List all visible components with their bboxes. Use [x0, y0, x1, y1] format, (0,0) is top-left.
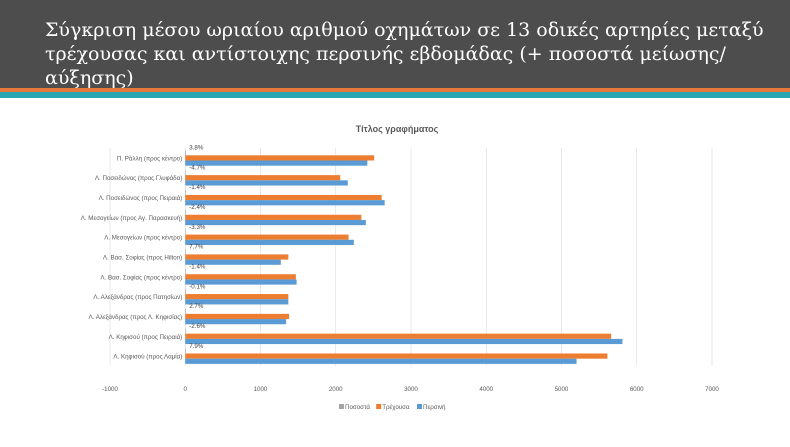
- bar-percent: [185, 210, 186, 215]
- bar-previous: [185, 161, 367, 166]
- x-tick-label: 6000: [630, 386, 644, 393]
- category-label: Λ. Κηφισού (προς Πειραιά): [109, 334, 183, 341]
- percent-label: -4.7%: [189, 164, 206, 171]
- chart-area: Τίτλος γραφήματος Π. Ράλλη (προς κέντρο)…: [0, 100, 790, 447]
- bar-percent: [185, 190, 186, 195]
- bar-current: [185, 314, 289, 319]
- bar-current: [185, 235, 348, 240]
- legend-swatch: [339, 404, 344, 409]
- x-tick-label: -1000: [102, 386, 118, 393]
- legend-item: Ποσοστά: [345, 404, 370, 411]
- x-tick-label: 0: [184, 386, 188, 393]
- bar-current: [185, 334, 611, 339]
- bar-percent: [185, 309, 186, 314]
- bar-previous: [185, 339, 622, 344]
- slide-header: Σύγκριση μέσου ωριαίου αριθμού οχημάτων …: [0, 0, 790, 88]
- percent-label: -2.4%: [189, 204, 206, 211]
- legend-item: Περσινή: [423, 404, 446, 411]
- bar-current: [185, 175, 340, 180]
- category-label: Λ. Ποσειδώνος (προς Πειραιά): [99, 195, 183, 202]
- bar-current: [185, 274, 296, 279]
- bar-current: [185, 254, 288, 259]
- category-labels: Π. Ράλλη (προς κέντρο) Λ. Ποσειδώνος (προ…: [81, 155, 183, 360]
- category-label: Λ. Αλεξάνδρας (προς Πατησίων): [93, 294, 182, 301]
- percent-label: -1.4%: [189, 264, 206, 271]
- category-label: Λ. Μεσογείων (προς κέντρο): [104, 235, 182, 242]
- percent-label: 7.9%: [189, 343, 204, 350]
- bar-previous: [185, 359, 576, 364]
- percent-label: -1.4%: [189, 184, 206, 191]
- accent-stripe-teal: [0, 92, 790, 98]
- x-tick-label: 2000: [329, 386, 343, 393]
- percent-label: 2.7%: [189, 303, 204, 310]
- chart-title: Τίτλος γραφήματος: [356, 124, 439, 134]
- percent-label: -0.1%: [189, 283, 206, 290]
- category-label: Π. Ράλλη (προς κέντρο): [117, 155, 182, 162]
- bar-previous: [185, 180, 348, 185]
- percent-label: 3.8%: [189, 145, 204, 152]
- percent-label: -2.6%: [189, 323, 206, 330]
- bar-current: [185, 155, 374, 160]
- bar-percent: [185, 328, 186, 333]
- x-axis-ticks: -1000 0 1000 2000 3000 4000 5000 6000 7000: [102, 386, 719, 393]
- percent-label: 7.7%: [189, 244, 204, 251]
- category-label: Λ. Βασ. Σοφίας (προς Hilton): [103, 255, 182, 262]
- x-tick-label: 7000: [705, 386, 719, 393]
- legend: Ποσοστά Τρέχουσα Περσινή: [339, 404, 446, 411]
- bar-chart: Τίτλος γραφήματος Π. Ράλλη (προς κέντρο)…: [0, 100, 790, 447]
- legend-item: Τρέχουσα: [382, 404, 410, 411]
- legend-swatch: [417, 404, 422, 409]
- bar-percent: [185, 348, 186, 353]
- bar-percent: [185, 249, 186, 254]
- bar-percent: [185, 150, 186, 155]
- bar-current: [185, 195, 381, 200]
- x-tick-label: 3000: [404, 386, 418, 393]
- slide-title: Σύγκριση μέσου ωριαίου αριθμού οχημάτων …: [45, 18, 765, 90]
- category-label: Λ. Ποσειδώνος (προς Γλυφάδα): [95, 175, 182, 182]
- category-label: Λ. Βασ. Σοφίας (προς κέντρο): [100, 274, 182, 281]
- bar-previous: [185, 200, 384, 205]
- bar-previous: [185, 240, 354, 245]
- category-label: Λ. Αλεξάνδρας (προς Λ. Κηφισίας): [89, 314, 183, 321]
- bar-percent: [185, 289, 186, 294]
- x-tick-label: 1000: [254, 386, 268, 393]
- percent-label: -3.3%: [189, 224, 206, 231]
- bar-percent: [185, 269, 186, 274]
- x-tick-label: 5000: [555, 386, 569, 393]
- category-label: Λ. Κηφισού (προς Λαμία): [113, 354, 182, 361]
- category-label: Λ. Μεσογείων (προς Αγ. Παρασκευή): [81, 215, 183, 222]
- bar-current: [185, 294, 288, 299]
- legend-swatch: [376, 404, 381, 409]
- x-tick-label: 4000: [479, 386, 493, 393]
- bar-current: [185, 353, 607, 358]
- bar-percent: [185, 229, 186, 234]
- bar-previous: [185, 220, 366, 225]
- bar-current: [185, 215, 361, 220]
- bars: [185, 150, 623, 364]
- bar-percent: [185, 170, 186, 175]
